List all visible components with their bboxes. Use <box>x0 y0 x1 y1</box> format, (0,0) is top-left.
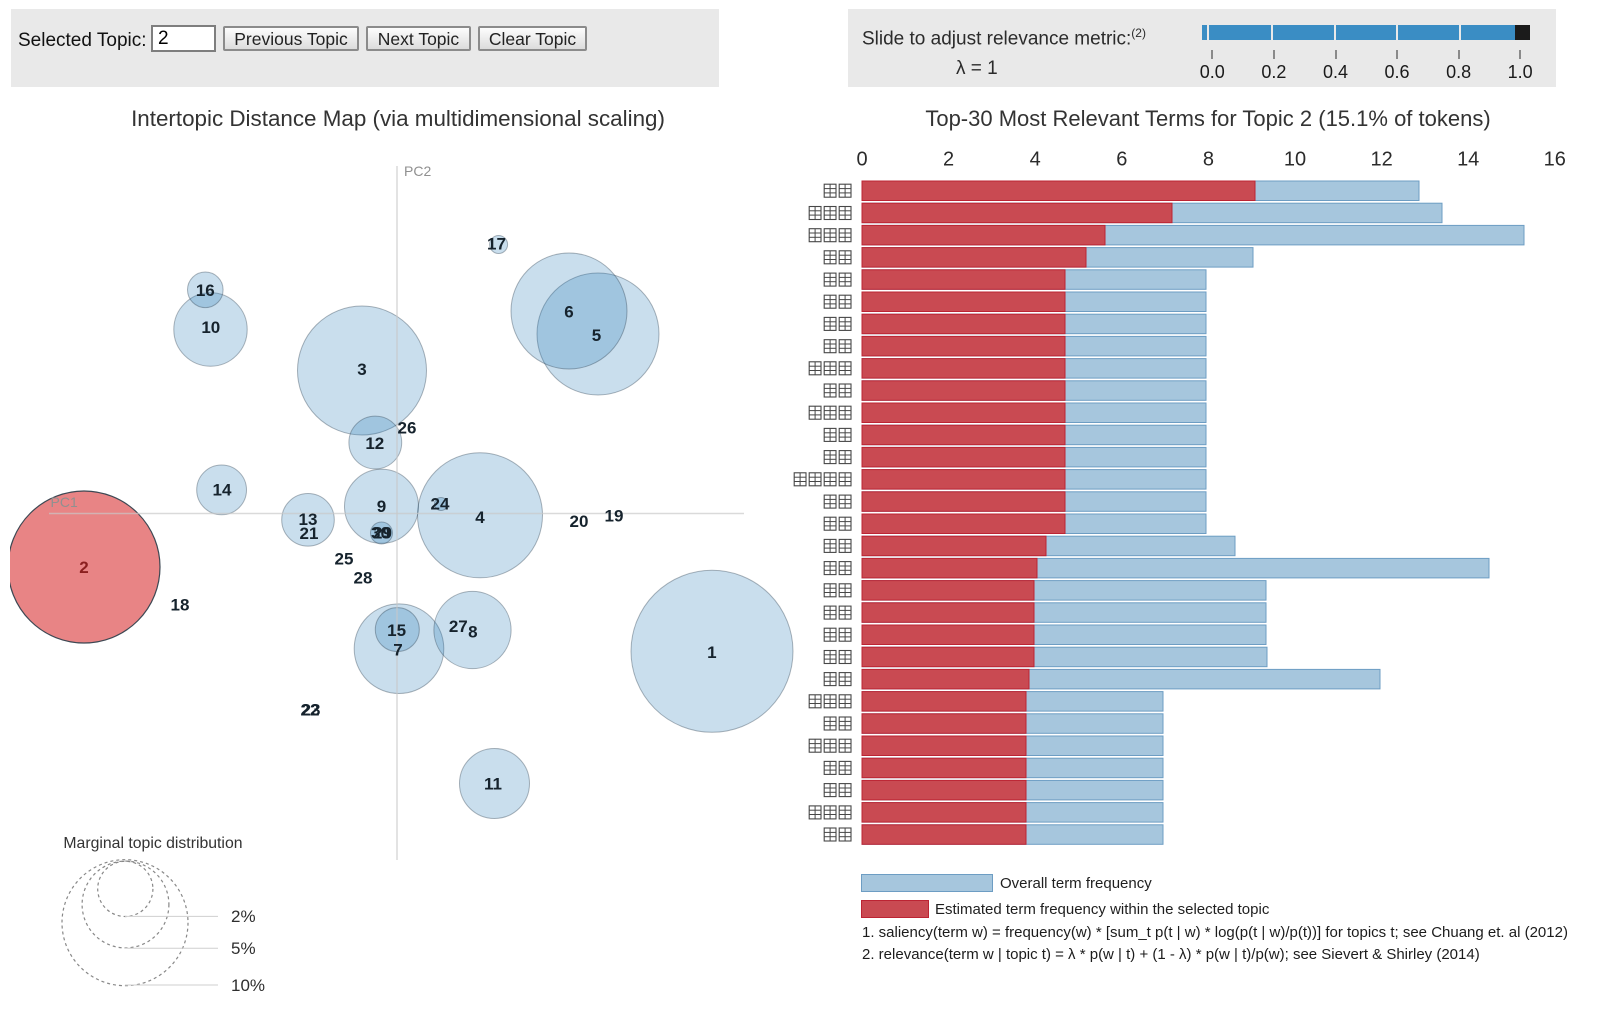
svg-text:6: 6 <box>1116 149 1127 171</box>
svg-text:10: 10 <box>201 318 220 337</box>
svg-text:2: 2 <box>79 558 88 577</box>
svg-text:0: 0 <box>856 149 867 171</box>
svg-text:30: 30 <box>371 524 390 543</box>
svg-text:3: 3 <box>357 360 366 379</box>
svg-text:14: 14 <box>1457 149 1479 171</box>
svg-text:22: 22 <box>301 701 320 720</box>
svg-text:16: 16 <box>196 281 215 300</box>
svg-text:15: 15 <box>387 621 406 640</box>
svg-text:10%: 10% <box>231 976 265 995</box>
svg-text:23: 23 <box>302 701 321 720</box>
svg-text:8: 8 <box>1203 149 1214 171</box>
svg-text:26: 26 <box>398 419 417 438</box>
svg-text:14: 14 <box>213 481 232 500</box>
svg-text:2: 2 <box>943 149 954 171</box>
svg-text:2%: 2% <box>231 907 256 926</box>
svg-text:18: 18 <box>171 596 190 615</box>
svg-text:21: 21 <box>300 524 319 543</box>
svg-text:25: 25 <box>335 550 354 569</box>
svg-text:29: 29 <box>373 524 392 543</box>
svg-text:11: 11 <box>484 775 502 794</box>
svg-text:PC1: PC1 <box>51 494 78 510</box>
svg-text:6: 6 <box>564 303 573 322</box>
svg-text:20: 20 <box>570 512 589 531</box>
svg-text:PC2: PC2 <box>404 163 431 179</box>
svg-text:27: 27 <box>449 617 468 636</box>
svg-text:5: 5 <box>592 326 601 345</box>
svg-text:24: 24 <box>431 495 450 514</box>
svg-text:16: 16 <box>1544 149 1566 171</box>
svg-text:4: 4 <box>475 508 485 527</box>
svg-text:13: 13 <box>299 510 318 529</box>
svg-text:8: 8 <box>468 622 477 641</box>
svg-text:12: 12 <box>1370 149 1392 171</box>
svg-text:4: 4 <box>1030 149 1041 171</box>
svg-text:17: 17 <box>487 235 506 254</box>
svg-text:5%: 5% <box>231 939 256 958</box>
svg-text:Marginal topic distribution: Marginal topic distribution <box>63 835 242 852</box>
svg-text:19: 19 <box>605 506 624 525</box>
svg-text:28: 28 <box>354 569 373 588</box>
svg-text:1: 1 <box>707 643 716 662</box>
svg-text:7: 7 <box>393 640 402 659</box>
svg-text:9: 9 <box>377 497 386 516</box>
svg-text:10: 10 <box>1284 149 1306 171</box>
svg-text:12: 12 <box>365 434 384 453</box>
